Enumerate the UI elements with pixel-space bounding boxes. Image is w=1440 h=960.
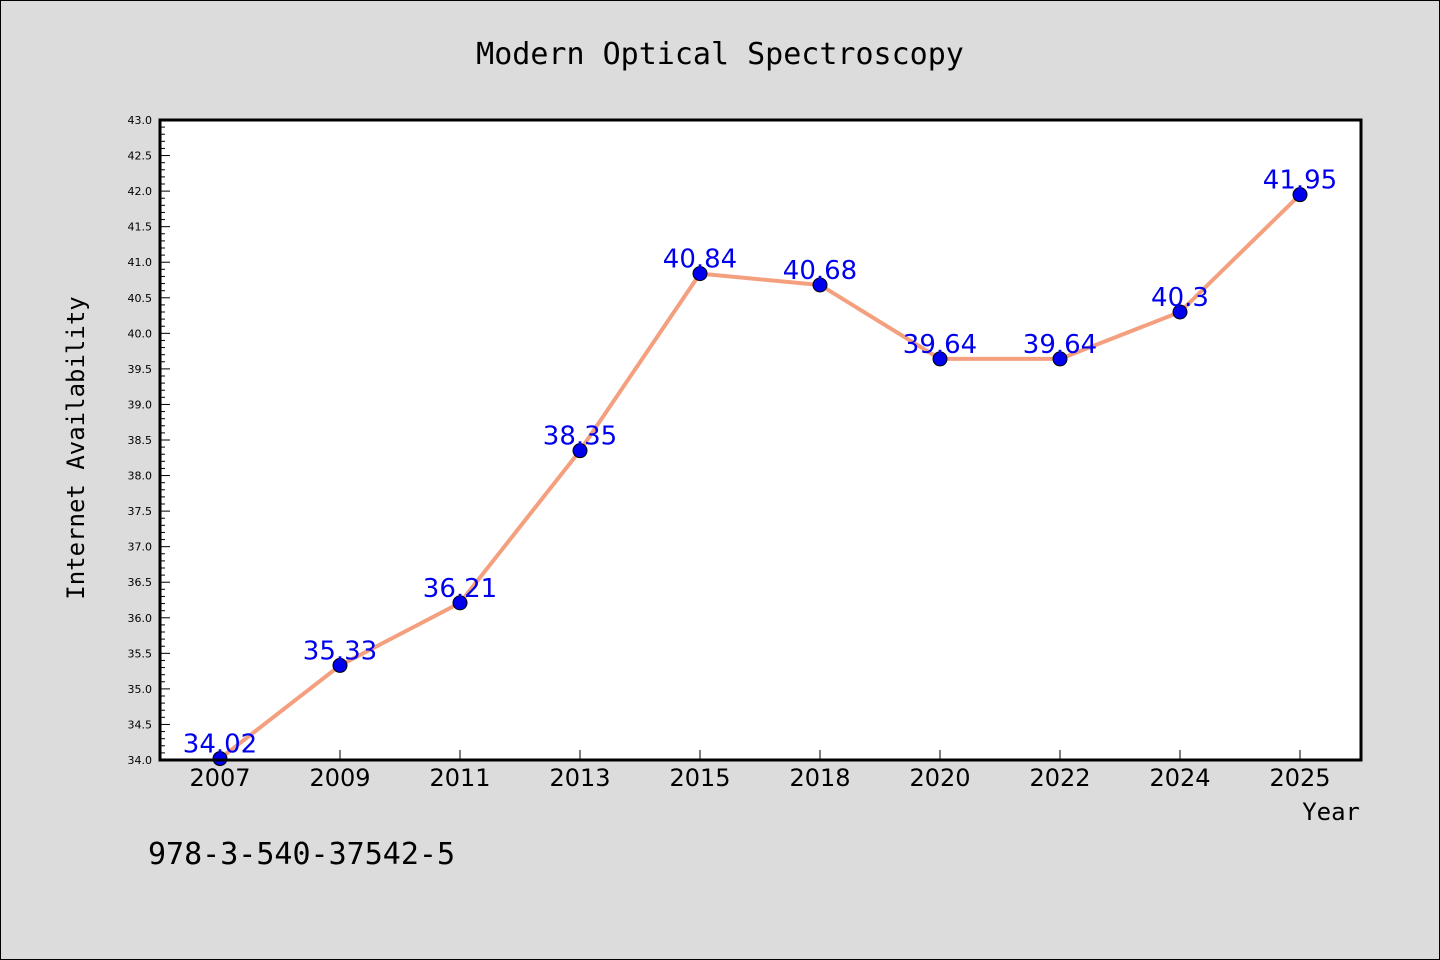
data-label: 34.02 [183, 730, 257, 760]
x-tick-label: 2024 [1149, 764, 1210, 792]
y-tick-label: 38.5 [128, 434, 153, 447]
y-tick-label: 34.5 [128, 718, 153, 731]
data-label: 39.64 [1023, 330, 1097, 360]
y-tick-label: 39.0 [128, 398, 153, 411]
data-point [932, 351, 948, 367]
data-label: 40.68 [783, 256, 857, 286]
chart-title: Modern Optical Spectroscopy [476, 37, 964, 72]
y-tick-label: 34.0 [128, 754, 153, 767]
x-tick-label: 2009 [309, 764, 370, 792]
data-point [1172, 304, 1188, 320]
x-tick-label: 2022 [1029, 764, 1090, 792]
x-axis-label: Year [1302, 798, 1360, 826]
data-label: 40.84 [663, 245, 737, 275]
y-tick-label: 35.5 [128, 647, 153, 660]
y-tick-label: 36.0 [128, 612, 153, 625]
data-point [1292, 187, 1308, 203]
x-tick-label: 2015 [669, 764, 730, 792]
x-tick-label: 2020 [909, 764, 970, 792]
y-tick-label: 39.5 [128, 363, 153, 376]
data-label: 36.21 [423, 574, 497, 604]
plot-border [158, 118, 1363, 762]
data-labels: 34.02 35.33 36.21 38.35 40.84 40.68 39.64 39.64… [183, 166, 1337, 760]
x-axis: 2007 2009 2011 2013 2015 2018 2020 2022 2024 2025 [189, 750, 1331, 792]
y-tick-label: 41.5 [128, 221, 153, 234]
x-tick-label: 2007 [189, 764, 250, 792]
x-tick-label: 2011 [429, 764, 490, 792]
data-label: 35.33 [303, 636, 377, 666]
y-tick-label: 40.0 [128, 327, 153, 340]
y-tick-label: 42.5 [128, 150, 153, 163]
data-label: 40.3 [1151, 283, 1209, 313]
data-point [692, 266, 708, 282]
y-tick-label: 41.0 [128, 256, 153, 269]
data-point [812, 277, 828, 293]
x-tick-label: 2018 [789, 764, 850, 792]
y-axis: 34.0 34.5 35.0 35.5 36.0 36.5 37.0 37.5 38.0 38.5… [128, 114, 170, 767]
y-tick-label: 37.5 [128, 505, 153, 518]
y-tick-label: 35.0 [128, 683, 153, 696]
y-axis-label: Internet Availability [62, 296, 90, 599]
data-point [572, 443, 588, 459]
x-tick-label: 2025 [1269, 764, 1330, 792]
y-tick-label: 43.0 [128, 114, 153, 127]
y-tick-label: 38.0 [128, 470, 153, 483]
data-label: 41.95 [1263, 166, 1337, 196]
x-tick-label: 2013 [549, 764, 610, 792]
data-point [452, 595, 468, 611]
data-point [1052, 351, 1068, 367]
series-line [218, 193, 1302, 761]
data-point [332, 657, 348, 673]
data-label: 38.35 [543, 422, 617, 452]
series-markers [212, 187, 1308, 767]
y-tick-label: 36.5 [128, 576, 153, 589]
isbn-text: 978-3-540-37542-5 [148, 837, 455, 872]
data-label: 39.64 [903, 330, 977, 360]
y-tick-label: 42.0 [128, 185, 153, 198]
y-tick-label: 40.5 [128, 292, 153, 305]
y-tick-label: 37.0 [128, 541, 153, 554]
